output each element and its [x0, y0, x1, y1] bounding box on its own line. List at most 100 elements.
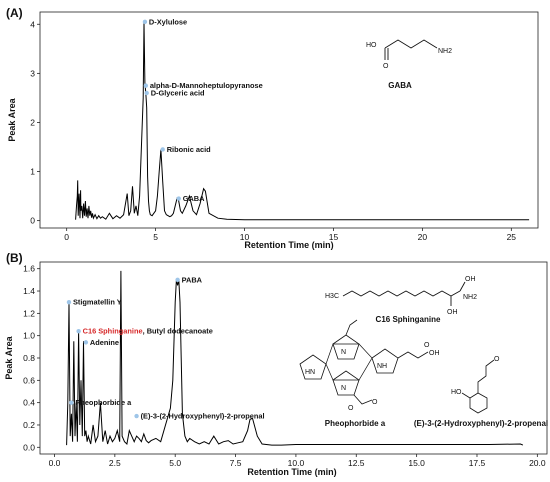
x-tick-label: 10 — [240, 232, 250, 242]
annotation-marker — [76, 329, 81, 334]
annotation-label: Adenine — [90, 338, 119, 347]
pheophorbide-atom-o3: O — [348, 405, 354, 412]
propenal-chain — [477, 359, 495, 393]
pheophorbide-ring-s — [332, 370, 360, 396]
annotation-label: (E)-3-(2-Hydroxyphenyl)-2-propenal — [141, 412, 265, 421]
propenal-atom-o: O — [494, 356, 500, 363]
structure-c16-sphinganine: H3C OH NH2 OH C16 Sphinganine — [325, 276, 477, 324]
pheophorbide-atom-hn: HN — [305, 369, 315, 376]
panel-a: (A) 0 5 10 15 20 25 0 1 2 3 4 D-Xylulose alpha-D-M… — [6, 6, 539, 250]
gaba-skeleton — [384, 39, 438, 49]
gaba-atom-o: O — [383, 63, 389, 70]
y-tick-label: 0.8 — [23, 353, 35, 363]
propenal-benzene-ring — [469, 392, 488, 414]
annotations-a: D-Xylulose alpha-D-MannoheptulopyranoseD-… — [142, 17, 263, 203]
y-ticks-a: 0 1 2 3 4 — [30, 19, 40, 226]
y-tick-label: 1 — [30, 167, 35, 177]
annotation-label: Pheophorbide a — [75, 398, 132, 407]
y-tick-label: 0.2 — [23, 420, 35, 430]
x-tick-label: 2.5 — [109, 458, 121, 468]
pheophorbide-ring-n — [332, 334, 360, 360]
annotation-marker — [160, 147, 165, 152]
sphinganine-atom-oh-bottom: OH — [447, 309, 458, 316]
x-tick-label: 17.5 — [469, 458, 486, 468]
sphinganine-atom-nh2: NH2 — [463, 294, 477, 301]
pheophorbide-vinyl — [345, 319, 358, 336]
annotation-marker — [143, 83, 149, 88]
annotation-label: Ribonic acid — [167, 145, 211, 154]
pheophorbide-macrocycle — [325, 343, 373, 381]
sphinganine-chain — [342, 290, 461, 297]
annotation-label: D-Glyceric acid — [151, 89, 205, 98]
x-tick-label: 5.0 — [169, 458, 181, 468]
x-axis-label-a: Retention Time (min) — [244, 240, 333, 250]
y-tick-label: 1.0 — [23, 331, 35, 341]
structure-gaba: HO O NH2 GABA — [366, 39, 452, 90]
propenal-oh-bond — [461, 392, 471, 399]
pheophorbide-ring-e — [371, 348, 399, 374]
annotations-b: Stigmatellin Y C16 Sphinganine, Butyl dod… — [66, 275, 265, 421]
pheophorbide-atom-nh: NH — [377, 363, 387, 370]
panel-label-a: (A) — [6, 6, 23, 20]
annotation-marker — [66, 299, 72, 305]
sphinganine-atom-oh-top: OH — [465, 276, 476, 283]
pheophorbide-atom-n2: N — [341, 385, 346, 392]
x-tick-label: 15.0 — [408, 458, 425, 468]
sphinganine-ch2-bond — [459, 281, 466, 292]
y-axis-label-b: Peak Area — [4, 335, 14, 379]
pheophorbide-side-chain — [397, 351, 429, 359]
panel-label-b: (B) — [6, 251, 23, 265]
annotation-label: alpha-D-Mannoheptulopyranose — [150, 81, 263, 90]
y-tick-label: 2 — [30, 117, 35, 127]
gaba-atom-ho: HO — [366, 42, 377, 49]
x-tick-label: 25 — [507, 232, 517, 242]
annotation-marker — [175, 277, 180, 283]
propenal-structure-label: (E)-3-(2-Hydroxyphenyl)-2-propenal — [414, 419, 548, 428]
y-tick-label: 0.6 — [23, 375, 35, 385]
x-tick-label: 10.0 — [288, 458, 305, 468]
x-tick-label: 20 — [418, 232, 428, 242]
annotation-marker — [134, 413, 139, 419]
series-line-a — [75, 21, 530, 221]
x-tick-label: 5 — [153, 232, 158, 242]
x-ticks-b: 0.0 2.5 5.0 7.5 10.0 12.5 15.0 17.5 20.0 — [49, 454, 546, 468]
plot-frame-a — [39, 11, 539, 229]
pheophorbide-atom-o2: O — [372, 399, 378, 406]
sphinganine-atom-h3c: H3C — [325, 293, 339, 300]
panel-b: (B) 0.0 2.5 5.0 7.5 10.0 12.5 15.0 17.5 20.0 0.0… — [4, 251, 548, 477]
x-tick-label: 15 — [329, 232, 339, 242]
annotation-label: PABA — [182, 275, 203, 284]
annotation-label-part: C16 Sphinganine — [83, 327, 143, 336]
annotation-label: GABA — [183, 194, 205, 203]
series-line-b — [66, 270, 524, 446]
annotation-marker — [144, 90, 149, 96]
x-axis-label-b: Retention Time (min) — [247, 467, 336, 477]
y-tick-label: 0.0 — [23, 442, 35, 452]
propenal-atom-ho: HO — [451, 389, 462, 396]
structure-pheophorbide-a: N N NH HN OH O O O Pheophorbide a — [299, 319, 440, 428]
annotation-label: D-Xylulose — [149, 17, 187, 26]
y-axis-label-a: Peak Area — [7, 97, 17, 141]
x-tick-label: 0 — [64, 232, 69, 242]
x-tick-label: 20.0 — [529, 458, 546, 468]
annotation-marker — [83, 340, 89, 345]
pheophorbide-atom-o1: O — [424, 342, 430, 349]
y-tick-label: 3 — [30, 68, 35, 78]
x-tick-label: 0.0 — [49, 458, 61, 468]
annotation-label: Stigmatellin Y — [73, 298, 122, 307]
annotation-marker — [176, 196, 181, 201]
annotation-marker — [69, 400, 74, 405]
gaba-structure-label: GABA — [388, 81, 412, 90]
x-tick-label: 12.5 — [348, 458, 365, 468]
pheophorbide-atom-n1: N — [341, 349, 346, 356]
sphinganine-structure-label: C16 Sphinganine — [376, 315, 441, 324]
y-tick-label: 1.4 — [23, 286, 35, 296]
y-tick-label: 1.2 — [23, 308, 35, 318]
y-ticks-b: 0.0 0.2 0.4 0.6 0.8 1.0 1.2 1.4 1.6 — [23, 264, 40, 452]
structure-hydroxyphenyl-propenal: HO O (E)-3-(2-Hydroxyphenyl)-2-propenal — [414, 356, 548, 428]
annotation-label: C16 Sphinganine, Butyl dodecanoate — [83, 327, 213, 336]
pheophorbide-atom-oh: OH — [429, 350, 440, 357]
annotation-label-part: , Butyl dodecanoate — [143, 327, 213, 336]
x-tick-label: 7.5 — [230, 458, 242, 468]
